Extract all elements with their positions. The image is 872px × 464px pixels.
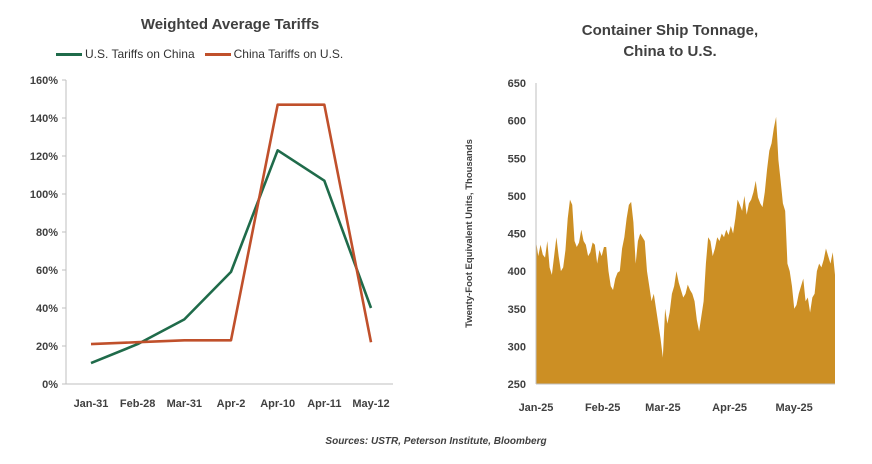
right-x-tick-label: Feb-25	[585, 402, 620, 414]
left-y-tick-label: 120%	[30, 151, 58, 163]
left-x-tick-label: Apr-10	[260, 398, 295, 410]
legend-label-us-tariffs: U.S. Tariffs on China	[85, 47, 195, 61]
right-y-axis-label: Twenty-Foot Equivalent Units, Thousands	[464, 139, 475, 328]
left-y-tick-label: 80%	[36, 227, 58, 239]
series-line-china-tariffs	[90, 103, 373, 346]
right-y-tick-label: 350	[508, 304, 526, 316]
left-y-tick-label: 40%	[36, 303, 58, 315]
legend-swatch-china-tariffs	[204, 52, 231, 56]
right-x-tick-label: Jan-25	[519, 402, 554, 414]
left-x-tick-label: May-12	[352, 398, 389, 410]
left-x-tick-label: Jan-31	[74, 398, 109, 410]
right-chart-title: Container Ship Tonnage, China to U.S.	[500, 20, 840, 62]
right-y-tick-label: 250	[508, 379, 526, 391]
right-y-tick-label: 400	[508, 266, 526, 278]
left-x-tick-label: Mar-31	[167, 398, 202, 410]
tonnage-area-chart: 250 300 350 400 450 500 550 600 650 Jan-25 Feb-25 M…	[464, 78, 835, 414]
legend-label-china-tariffs: China Tariffs on U.S.	[233, 47, 344, 61]
left-x-tick-label: Feb-28	[120, 398, 155, 410]
left-y-tick-label: 160%	[30, 75, 58, 87]
legend-item-us-tariffs: U.S. Tariffs on China	[56, 47, 195, 61]
right-y-tick-label: 450	[508, 229, 526, 241]
series-line-us-tariffs	[90, 149, 373, 365]
left-x-tick-label: Apr-11	[307, 398, 341, 410]
right-x-tick-label: Mar-25	[645, 402, 680, 414]
left-y-tick-label: 140%	[30, 113, 58, 125]
right-y-tick-label: 600	[508, 116, 526, 128]
left-x-tick-label: Apr-2	[217, 398, 246, 410]
right-chart-title-line-2: China to U.S.	[623, 43, 717, 60]
left-y-tick-label: 60%	[36, 265, 58, 277]
legend-swatch-us-tariffs	[56, 52, 82, 56]
right-y-tick-label: 550	[508, 153, 526, 165]
tariffs-line-chart: 0% 20% 40% 60% 80% 100% 120% 140% 160% Jan-31 Feb-…	[30, 75, 393, 410]
left-y-tick-label: 100%	[30, 189, 58, 201]
left-y-tick-label: 0%	[42, 379, 58, 391]
left-y-tick-label: 20%	[36, 341, 58, 353]
right-x-tick-label: Apr-25	[712, 402, 747, 414]
right-y-tick-label: 500	[508, 191, 526, 203]
right-chart-title-line-1: Container Ship Tonnage,	[581, 22, 759, 39]
right-x-tick-label: May-25	[775, 402, 812, 414]
right-y-tick-label: 300	[508, 341, 526, 353]
legend-item-china-tariffs: China Tariffs on U.S.	[204, 47, 344, 61]
left-chart-legend: U.S. Tariffs on China China Tariffs on U…	[56, 47, 353, 61]
left-chart-title: Weighted Average Tariffs	[140, 16, 320, 33]
tonnage-area	[536, 116, 835, 385]
sources-footnote: Sources: USTR, Peterson Institute, Bloom…	[325, 436, 547, 447]
right-y-tick-label: 650	[508, 78, 526, 90]
